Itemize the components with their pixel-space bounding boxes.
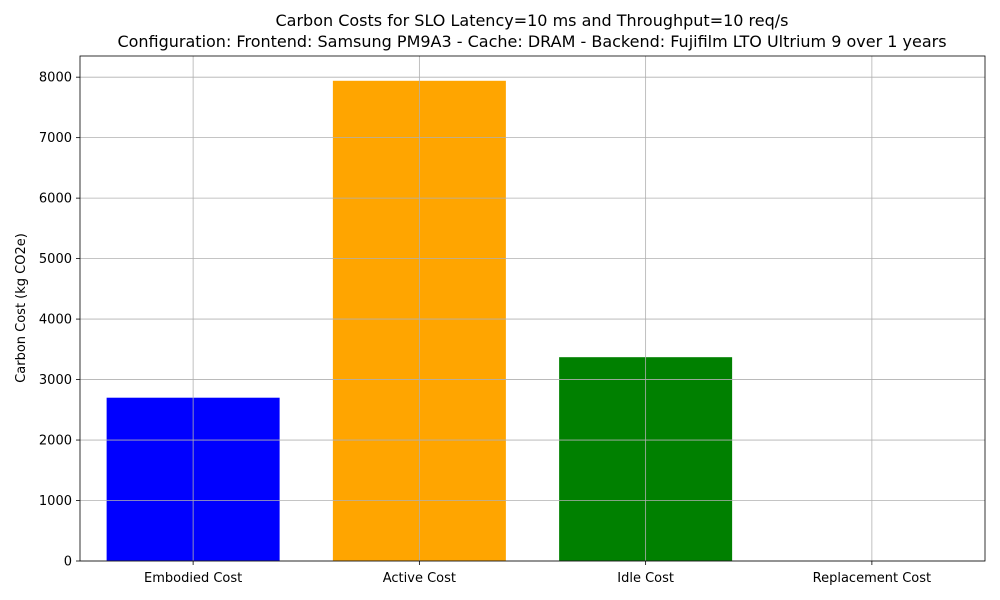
x-tick-label: Idle Cost	[617, 571, 674, 586]
y-tick-label: 2000	[39, 434, 72, 449]
ticks-layer: 0 1000 2000 3000 4000 5000 6000 7000 8000 Embodie…	[39, 71, 931, 586]
y-axis-label: Carbon Cost (kg CO2e)	[14, 233, 29, 383]
y-tick-label: 1000	[39, 494, 72, 509]
chart-title: Carbon Costs for SLO Latency=10 ms and T…	[275, 11, 788, 30]
y-tick-label: 8000	[39, 71, 72, 86]
x-tick-label: Embodied Cost	[144, 571, 242, 586]
y-tick-label: 5000	[39, 252, 72, 267]
x-tick-label: Active Cost	[383, 571, 456, 586]
axes-layer	[79, 55, 986, 562]
y-tick-label: 3000	[39, 373, 72, 388]
plot-frame	[79, 55, 986, 562]
y-tick-label: 7000	[39, 131, 72, 146]
y-tick-label: 4000	[39, 313, 72, 328]
y-tick-label: 0	[64, 555, 72, 570]
y-tick-label: 6000	[39, 192, 72, 207]
chart-subtitle: Configuration: Frontend: Samsung PM9A3 -…	[117, 32, 946, 51]
x-tick-label: Replacement Cost	[813, 571, 931, 586]
